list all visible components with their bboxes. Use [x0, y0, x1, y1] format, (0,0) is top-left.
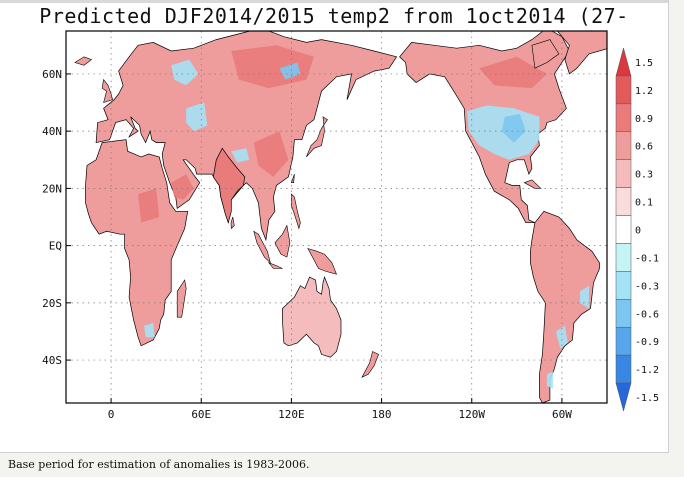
colorbar-label: 0 [635, 226, 641, 237]
colorbar-swatch [615, 243, 632, 272]
patch-argentina-cool [555, 325, 568, 349]
colorbar-swatch [615, 47, 632, 77]
colorbar-label: -0.3 [635, 281, 659, 292]
colorbar-swatch [615, 75, 632, 105]
colorbar-swatch [615, 326, 632, 356]
island-baffin [531, 39, 560, 69]
island-java [267, 262, 283, 269]
x-tick-label: 120E [278, 408, 305, 421]
island-taiwan [290, 174, 295, 183]
y-tick-label: 40N [42, 125, 62, 138]
patch-us-cool-core [501, 114, 526, 143]
island-sri-lanka [230, 216, 235, 230]
x-tick-label: 60W [552, 408, 572, 421]
colorbar-swatch [615, 271, 632, 300]
patch-canada-warm [479, 56, 547, 89]
patch-brazil-cool [579, 285, 589, 309]
landmass-greenland [556, 31, 607, 75]
colorbar-swatch [615, 354, 632, 384]
x-axis-ticks: 0 60E 120E 180 120W 60W [108, 398, 572, 421]
title-bar [0, 0, 668, 3]
colorbar-swatch [615, 159, 632, 188]
island-new-zealand [361, 351, 379, 378]
y-axis-ticks: 60N 40N 20N EQ 20S 40S [42, 68, 71, 367]
colorbar-label: 1.2 [635, 86, 653, 97]
island-sumatra [253, 230, 271, 264]
colorbar-label: 0.9 [635, 114, 653, 125]
y-tick-label: 20N [42, 182, 62, 195]
colorbar-swatch [615, 215, 632, 244]
footnote: Base period for estimation of anomalies … [8, 458, 310, 471]
patch-yakutia-cool [279, 62, 301, 80]
island-madagascar [176, 279, 187, 318]
land-layer [74, 31, 607, 403]
colorbar-label: -0.9 [635, 337, 659, 348]
colorbar-label: 1.5 [635, 58, 653, 69]
landmass-south-america [530, 210, 600, 403]
colorbar-swatch [615, 103, 632, 133]
landmass-australia [282, 275, 342, 358]
patch-africa-warm [138, 188, 160, 223]
y-tick-label: 60N [42, 68, 62, 81]
colorbar-swatch [615, 187, 632, 216]
colorbar-label: -1.2 [635, 365, 659, 376]
colorbar-swatch [615, 299, 632, 328]
island-new-guinea [307, 247, 337, 275]
patch-patagonia-cool [546, 371, 553, 389]
colorbar-label: -0.6 [635, 309, 659, 320]
patch-south-africa-cool [144, 322, 155, 338]
x-tick-label: 180 [372, 408, 392, 421]
island-borneo [274, 224, 291, 258]
island-britain [101, 78, 113, 103]
colorbar-label: 0.6 [635, 142, 653, 153]
gridlines [66, 31, 607, 403]
x-tick-label: 120W [459, 408, 486, 421]
patch-kazakh-cool [186, 102, 208, 132]
y-tick-label: 20S [42, 297, 62, 310]
map-border [65, 30, 608, 404]
patch-east-asia-warm [253, 131, 289, 177]
island-japan [306, 116, 328, 158]
colorbar-swatch [615, 382, 632, 412]
island-iceland [74, 56, 93, 66]
colorbar-label: -0.1 [635, 253, 659, 264]
page-title: Predicted DJF2014/2015 temp2 from 1oct20… [39, 4, 629, 52]
patch-arabia-warm [171, 174, 194, 200]
colorbar-label: 0.1 [635, 198, 653, 209]
colorbar: 1.5 1.2 0.9 0.6 0.3 0.1 0 -0.1 -0.3 -0.6 -0.9 -1.2 -… [615, 47, 659, 412]
landmass-eurasia [95, 31, 398, 242]
landmass-india [212, 147, 246, 224]
colorbar-swatch [615, 131, 632, 160]
patch-siberia-warm [231, 45, 314, 89]
island-cuba [523, 179, 542, 189]
y-tick-label: EQ [49, 240, 62, 253]
y-tick-label: 40S [42, 354, 62, 367]
x-tick-label: 0 [108, 408, 115, 421]
colorbar-label: 0.3 [635, 170, 653, 181]
patch-ural-cool [171, 59, 199, 86]
colorbar-label: -1.5 [635, 393, 659, 404]
x-tick-label: 60E [191, 408, 211, 421]
patch-tibet-cool [231, 148, 250, 163]
island-philippines [291, 193, 301, 230]
anomaly-map: 0 60E 120E 180 120W 60W 60N 40N 20N EQ 20S 40S 1.5… [42, 30, 659, 421]
